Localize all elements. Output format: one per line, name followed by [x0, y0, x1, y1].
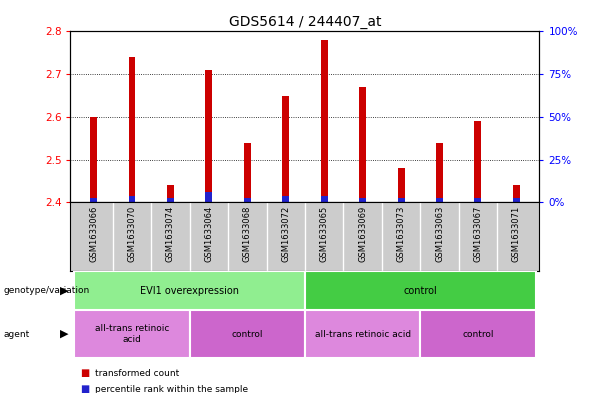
Bar	[90, 117, 97, 202]
Bar	[129, 57, 135, 202]
Text: genotype/variation: genotype/variation	[3, 286, 89, 295]
Bar	[398, 168, 405, 202]
Bar	[305, 310, 421, 358]
Bar	[305, 271, 536, 310]
Text: GSM1633073: GSM1633073	[397, 206, 406, 262]
Bar	[244, 198, 251, 202]
Text: percentile rank within the sample: percentile rank within the sample	[95, 385, 248, 393]
Bar	[474, 121, 481, 202]
Text: GSM1633072: GSM1633072	[281, 206, 290, 262]
Bar	[398, 198, 405, 202]
Bar	[205, 192, 212, 202]
Bar	[321, 196, 327, 202]
Text: agent: agent	[3, 330, 29, 338]
Title: GDS5614 / 244407_at: GDS5614 / 244407_at	[229, 15, 381, 29]
Text: transformed count: transformed count	[95, 369, 179, 378]
Text: GSM1633069: GSM1633069	[358, 206, 367, 262]
Bar	[189, 310, 305, 358]
Bar	[321, 40, 327, 202]
Text: GSM1633070: GSM1633070	[128, 206, 137, 262]
Text: all-trans retinoic
acid: all-trans retinoic acid	[95, 324, 169, 344]
Text: ▶: ▶	[60, 329, 69, 339]
Bar	[436, 143, 443, 202]
Bar	[167, 198, 174, 202]
Bar	[421, 310, 536, 358]
Text: GSM1633067: GSM1633067	[473, 206, 482, 262]
Bar	[513, 198, 520, 202]
Bar	[359, 198, 366, 202]
Bar	[74, 271, 305, 310]
Text: control: control	[232, 330, 263, 338]
Bar	[283, 196, 289, 202]
Bar	[90, 198, 97, 202]
Bar	[513, 185, 520, 202]
Text: ▶: ▶	[60, 286, 69, 296]
Text: ■: ■	[80, 368, 89, 378]
Bar	[244, 143, 251, 202]
Bar	[359, 87, 366, 202]
Text: EVI1 overexpression: EVI1 overexpression	[140, 286, 239, 296]
Text: ■: ■	[80, 384, 89, 393]
Text: control: control	[462, 330, 493, 338]
Bar	[436, 198, 443, 202]
Text: GSM1633064: GSM1633064	[204, 206, 213, 262]
Bar	[129, 196, 135, 202]
Text: GSM1633063: GSM1633063	[435, 206, 444, 262]
Text: GSM1633071: GSM1633071	[512, 206, 521, 262]
Bar	[74, 310, 189, 358]
Bar	[474, 198, 481, 202]
Text: all-trans retinoic acid: all-trans retinoic acid	[314, 330, 411, 338]
Text: control: control	[403, 286, 437, 296]
Text: GSM1633074: GSM1633074	[166, 206, 175, 262]
Bar	[205, 70, 212, 202]
Text: GSM1633066: GSM1633066	[89, 206, 98, 262]
Text: GSM1633068: GSM1633068	[243, 206, 252, 262]
Bar	[167, 185, 174, 202]
Bar	[283, 95, 289, 202]
Text: GSM1633065: GSM1633065	[320, 206, 329, 262]
